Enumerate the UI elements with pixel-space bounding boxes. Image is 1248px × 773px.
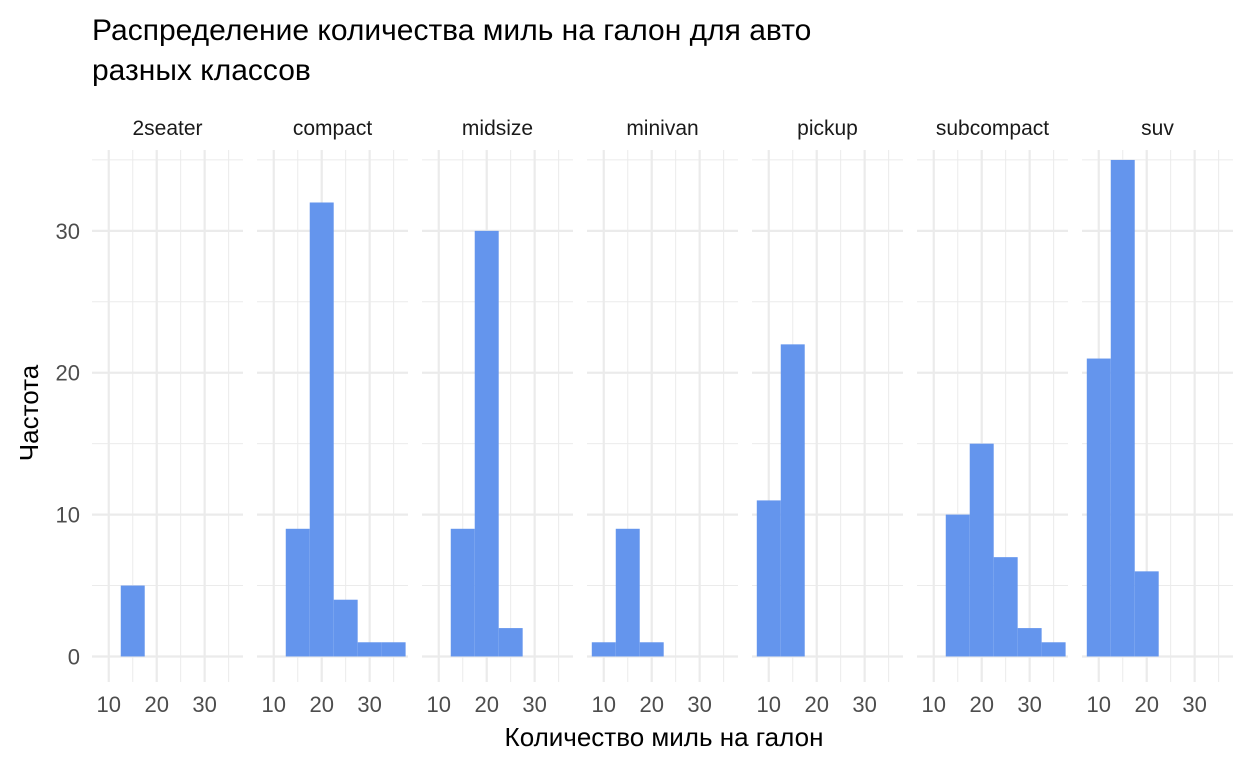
facet-strip-label: subcompact <box>936 117 1049 140</box>
chart-title-line-1: Распределение количества миль на галон д… <box>92 14 811 47</box>
histogram-bar <box>381 642 406 657</box>
x-tick-label: 10 <box>922 692 946 717</box>
x-tick-label: 30 <box>522 692 546 717</box>
facet-panel-midsize: midsize 10 20 30 <box>422 117 573 717</box>
facet-panel-minivan: minivan 10 20 30 <box>587 117 738 717</box>
x-tick-label: 20 <box>804 692 828 717</box>
facet-panel-compact: compact 10 20 30 <box>257 117 408 717</box>
facet-strip-label: midsize <box>462 117 533 140</box>
histogram-bar <box>285 528 310 657</box>
histogram-bar <box>450 528 475 657</box>
y-tick-label: 0 <box>68 644 80 669</box>
x-tick-label: 10 <box>97 692 121 717</box>
histogram-bar <box>615 528 640 657</box>
histogram-bar <box>1110 159 1135 657</box>
x-tick-label: 30 <box>852 692 876 717</box>
histogram-bar <box>1134 571 1159 657</box>
facet-strip-label: suv <box>1141 117 1174 140</box>
facet-panel-2seater: 2seater 10 20 30 <box>92 117 243 717</box>
x-tick-label: 30 <box>1182 692 1206 717</box>
x-tick-label: 10 <box>592 692 616 717</box>
histogram-bar <box>993 557 1018 657</box>
x-tick-label: 20 <box>639 692 663 717</box>
histogram-bar <box>945 514 970 657</box>
x-tick-label: 30 <box>687 692 711 717</box>
histogram-bar <box>756 500 781 657</box>
chart-title-line-2: разных классов <box>92 54 311 87</box>
x-tick-label: 20 <box>969 692 993 717</box>
x-tick-label: 10 <box>262 692 286 717</box>
y-tick-label: 10 <box>56 503 80 528</box>
x-axis-label: Количество миль на галон <box>505 722 824 752</box>
histogram-bar <box>591 642 616 657</box>
x-tick-label: 20 <box>1134 692 1158 717</box>
histogram-bar <box>969 443 994 657</box>
histogram-bar <box>357 642 382 657</box>
histogram-bar <box>333 599 358 657</box>
histogram-bar <box>120 585 145 657</box>
y-tick-label: 20 <box>56 361 80 386</box>
x-tick-label: 10 <box>1087 692 1111 717</box>
x-tick-label: 10 <box>427 692 451 717</box>
x-tick-label: 30 <box>1017 692 1041 717</box>
y-tick-label: 30 <box>56 219 80 244</box>
facet-panel-suv: suv 10 20 30 <box>1082 117 1233 717</box>
histogram-bar <box>639 642 664 657</box>
histogram-bar <box>780 344 805 657</box>
histogram-bar <box>1017 628 1042 657</box>
histogram-bar <box>309 202 334 657</box>
x-tick-label: 20 <box>309 692 333 717</box>
x-tick-label: 20 <box>474 692 498 717</box>
facet-panel-subcompact: subcompact 10 20 30 <box>917 117 1068 717</box>
x-tick-label: 10 <box>757 692 781 717</box>
facet-strip-label: compact <box>293 117 373 140</box>
histogram-bar <box>474 230 499 657</box>
facet-strip-label: minivan <box>626 117 698 140</box>
facet-panel-pickup: pickup 10 20 30 <box>752 117 903 717</box>
x-tick-label: 30 <box>192 692 216 717</box>
x-tick-label: 30 <box>357 692 381 717</box>
histogram-bar <box>498 628 523 657</box>
histogram-bar <box>1086 358 1111 657</box>
facet-strip-label: pickup <box>797 117 858 140</box>
y-axis-label: Частота <box>14 364 44 461</box>
histogram-bar <box>1041 642 1066 657</box>
facet-strip-label: 2seater <box>132 117 202 140</box>
x-tick-label: 20 <box>144 692 168 717</box>
